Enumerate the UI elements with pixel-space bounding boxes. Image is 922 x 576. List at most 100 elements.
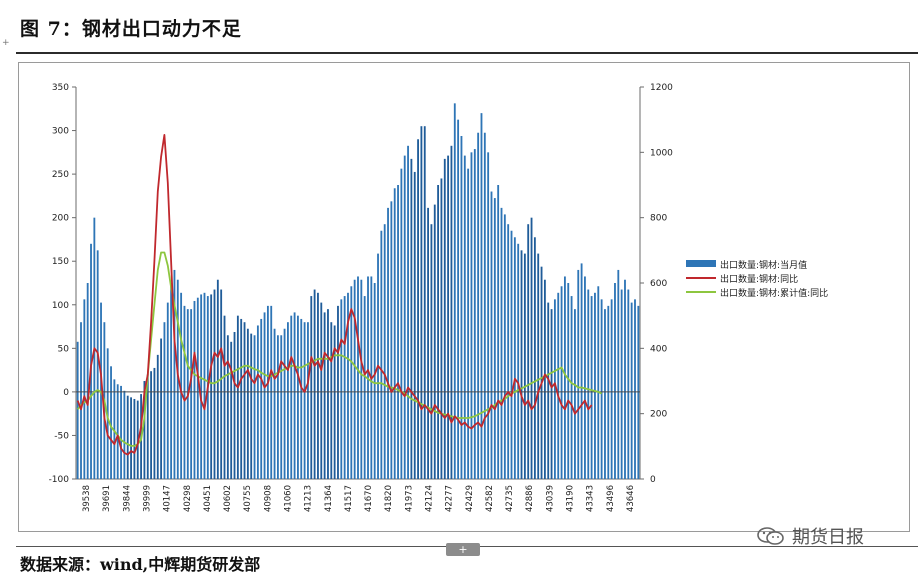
bar [223,315,226,479]
bar [530,217,533,479]
bar [176,279,179,479]
x-tick-label: 43039 [545,485,555,512]
x-tick-label: 41517 [344,485,354,512]
watermark-text: 期货日报 [792,527,864,548]
bar [156,354,159,479]
x-tick-label: 41670 [364,485,374,512]
bar [620,289,623,479]
bar [437,185,440,479]
x-tick-label: 40298 [183,485,193,512]
bar [584,276,586,479]
bar [203,292,206,479]
bar [397,185,399,479]
bar [624,279,626,479]
bar [307,322,309,479]
bar [303,322,306,479]
bar [213,289,216,479]
bar [123,390,126,479]
y-left-tick-label: 0 [63,388,69,398]
bar [483,132,486,479]
bar [440,178,443,479]
y-left-tick-label: 150 [52,257,69,267]
bar [83,299,86,479]
bar [543,279,546,479]
figure-title: 图 7：钢材出口动力不足 [20,18,242,40]
bar [256,325,259,479]
bar [423,126,426,479]
bar [327,309,329,479]
x-tick-label: 42886 [525,485,535,512]
bar [393,188,396,479]
x-tick-label: 41060 [284,485,294,512]
bar [407,145,409,480]
bar [76,341,79,479]
bar [410,158,413,479]
bar [634,299,636,479]
bar [196,297,199,479]
y-left-tick-label: 300 [52,127,69,137]
x-tick-label: 43496 [606,485,616,512]
bar [270,305,273,479]
bar [600,299,603,479]
bar [443,158,446,479]
bar [193,300,196,479]
x-tick-label: 39538 [82,485,92,512]
bar [574,309,576,479]
bar [133,398,136,479]
bar [580,263,583,479]
x-tick-label: 42582 [485,485,495,512]
bar [567,283,570,479]
x-tick-label: 43343 [586,485,596,512]
bar [560,286,563,479]
bar [390,201,393,480]
bar [276,335,279,479]
bar [540,266,543,479]
bar [337,305,339,479]
bar [357,276,359,479]
bar [490,191,493,480]
x-tick-label: 41364 [324,485,334,512]
expand-tab[interactable]: + [446,543,480,556]
bar [430,224,433,479]
bar [420,126,423,479]
bar [473,149,476,480]
x-tick-label: 43190 [566,485,576,512]
bar [597,286,600,479]
bar [233,332,236,479]
y-left-tick-label: 100 [52,301,69,311]
x-tick-label: 39691 [102,485,112,512]
bar [400,168,403,479]
bar [517,243,520,479]
y-left-tick-label: 350 [52,83,69,93]
x-tick-label: 39844 [122,485,132,512]
bar [340,299,343,479]
bar [286,322,289,479]
bar [143,381,146,479]
bar [166,302,169,479]
corner-plus-mark: + [2,38,10,48]
source-note: 数据来源：wind,中辉期货研发部 [20,555,261,574]
bar [520,250,523,479]
bar [547,302,550,479]
bar [153,367,156,479]
bar [557,292,560,479]
bar [363,296,366,479]
legend-entry-label: 出口数量:钢材:当月值 [720,259,807,271]
bar [226,335,229,479]
bar [533,237,536,479]
bar [126,395,129,479]
bar [537,253,540,479]
bar [150,371,153,479]
bar [113,379,116,479]
x-tick-label: 43646 [626,485,636,512]
y-left-tick-label: 50 [58,344,70,354]
bar [480,113,483,479]
bar [447,155,450,479]
bar [373,283,376,479]
bar [427,207,430,479]
bar [527,224,530,479]
x-tick-label: 40147 [163,485,173,512]
bar [200,294,203,479]
x-tick-label: 42277 [445,485,455,512]
y-right-tick-label: 1200 [650,83,673,93]
